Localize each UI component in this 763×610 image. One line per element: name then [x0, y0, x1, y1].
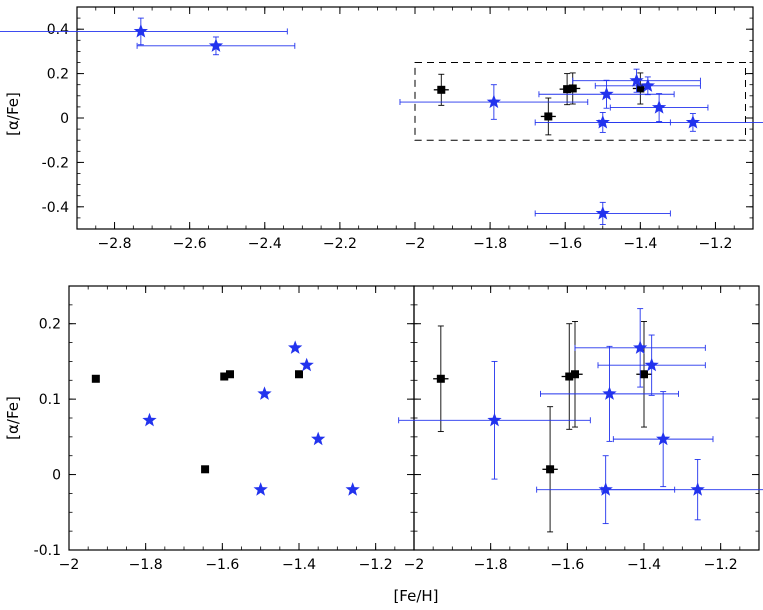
square-data-point — [295, 370, 303, 379]
square-data-point — [546, 465, 555, 474]
top-y-axis-label: [α/Fe] — [4, 92, 22, 136]
square-data-point — [91, 374, 100, 383]
x-tick-label: −1.8 — [473, 236, 507, 252]
x-tick-label: −2 — [405, 236, 426, 252]
y-tick-label: 0.1 — [39, 392, 61, 408]
x-tick-label: −1.6 — [548, 236, 582, 252]
star-data-point — [253, 482, 268, 496]
star-data-point — [208, 38, 224, 52]
square-data-point — [220, 372, 229, 381]
square-data-point — [568, 84, 577, 93]
bottom-y-axis-label: [α/Fe] — [4, 396, 22, 440]
x-tick-label: −1.8 — [129, 557, 163, 573]
x-tick-label: −2.6 — [173, 236, 207, 252]
star-data-point — [602, 386, 617, 400]
square-data-point — [640, 370, 648, 379]
star-data-point — [640, 78, 655, 92]
x-tick-label: −1.4 — [623, 236, 657, 252]
star-data-point — [685, 114, 701, 129]
square-data-point — [437, 85, 446, 94]
star-data-point — [142, 412, 157, 427]
star-data-point — [257, 386, 272, 400]
x-tick-label: −1.2 — [698, 236, 732, 252]
x-tick-label: −2.2 — [323, 236, 357, 252]
bottom-right-panel: −2 −1.8 −1.6 −1.4 −1.2 — [398, 285, 763, 573]
x-tick-label: −2.4 — [248, 236, 282, 252]
square-data-point — [544, 112, 553, 121]
y-tick-label: 0 — [60, 111, 69, 127]
square-data-point — [201, 465, 210, 474]
star-data-point — [595, 114, 610, 129]
square-data-point — [571, 370, 579, 379]
square-data-point — [636, 84, 645, 93]
star-data-point — [598, 482, 613, 496]
star-data-point — [651, 100, 667, 114]
x-tick-label: −1.4 — [627, 557, 661, 573]
x-tick-label: −2 — [59, 557, 80, 573]
y-tick-label: 0 — [52, 468, 61, 484]
star-data-point — [299, 357, 314, 372]
star-data-point — [288, 340, 303, 354]
star-data-point — [486, 94, 501, 109]
star-data-point — [633, 340, 648, 354]
bottom-x-axis-label: [Fe/H] — [393, 587, 438, 605]
star-data-point — [690, 482, 705, 496]
star-data-point — [599, 86, 614, 101]
x-tick-label: −2 — [404, 557, 425, 573]
y-tick-label: -0.1 — [34, 543, 61, 559]
star-data-point — [487, 412, 502, 427]
top-panel: −2.8 −2.6 −2.4 −2.2 −2 −1.8 −1.6 −1.4 −1.2 -0.4 -0… — [0, 6, 763, 252]
x-tick-label: −1.2 — [359, 557, 393, 573]
star-data-point — [644, 357, 659, 372]
y-tick-label: 0.4 — [47, 22, 69, 38]
x-tick-label: −1.2 — [704, 557, 738, 573]
square-data-point — [563, 85, 572, 94]
x-tick-label: −1.6 — [550, 557, 584, 573]
star-data-point — [311, 431, 326, 446]
star-data-point — [656, 431, 671, 446]
square-data-point — [226, 370, 234, 379]
x-tick-label: −1.4 — [282, 557, 316, 573]
star-data-point — [345, 482, 360, 496]
square-data-point — [565, 372, 574, 381]
y-tick-label: 0.2 — [47, 67, 69, 83]
y-tick-label: -0.2 — [42, 155, 69, 171]
star-data-point — [629, 73, 644, 87]
x-tick-label: −1.8 — [474, 557, 508, 573]
square-data-point — [436, 374, 445, 383]
bottom-left-panel: −2 −1.8 −1.6 −1.4 −1.2 -0.1 0 0.1 0.2 — [34, 285, 415, 573]
x-tick-label: −1.6 — [205, 557, 239, 573]
x-tick-label: −2.8 — [98, 236, 132, 252]
y-tick-label: -0.4 — [42, 200, 69, 216]
star-data-point — [595, 205, 610, 220]
y-tick-label: 0.2 — [39, 317, 61, 333]
star-data-point — [133, 23, 148, 38]
